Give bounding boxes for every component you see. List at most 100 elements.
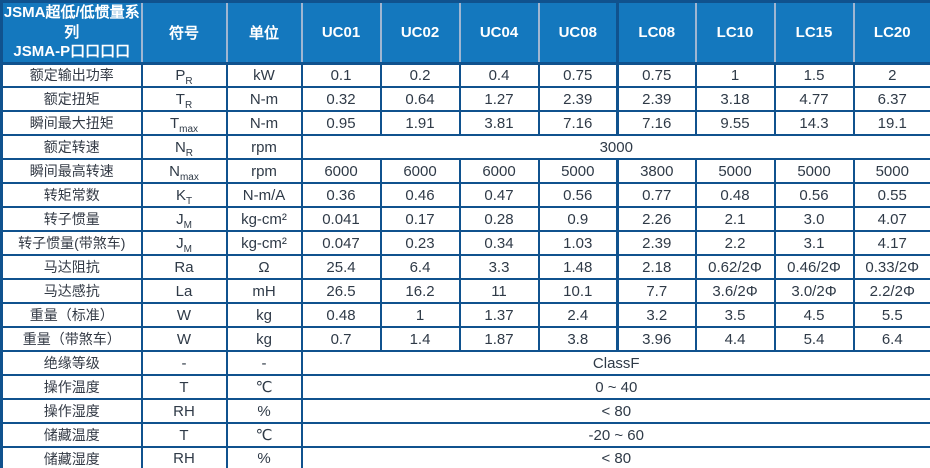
cell-value: 6.4 — [379, 254, 461, 280]
row-label: 额定扭矩 — [0, 86, 143, 112]
cell-value: 4.07 — [852, 206, 930, 232]
cell-value: 0.56 — [537, 182, 619, 208]
row-unit: % — [225, 446, 303, 468]
cell-value: 0.77 — [616, 182, 697, 208]
cell-value: 0.4 — [458, 62, 540, 88]
cell-value: 1.27 — [458, 86, 540, 112]
row-unit: rpm — [225, 134, 303, 160]
row-unit: N-m/A — [225, 182, 303, 208]
row-unit: kg — [225, 326, 303, 352]
cell-value: 0.36 — [300, 182, 382, 208]
row-label: 重量（带煞车） — [0, 326, 143, 352]
row-label: 转矩常数 — [0, 182, 143, 208]
cell-value: 3.18 — [694, 86, 776, 112]
cell-value: 2.39 — [616, 86, 697, 112]
col-header-symbol: 符号 — [140, 1, 227, 65]
cell-value: 1.48 — [537, 254, 619, 280]
cell-value: 1.91 — [379, 110, 461, 136]
row-symbol: RH — [140, 398, 228, 424]
cell-value: 5000 — [537, 158, 619, 184]
cell-value: 0.041 — [300, 206, 382, 232]
cell-value: 0.75 — [537, 62, 619, 88]
cell-value: 7.7 — [616, 278, 697, 304]
cell-value: 0.34 — [458, 230, 540, 256]
row-merged-value: < 80 — [300, 398, 930, 424]
row-merged-value: -20 ~ 60 — [300, 422, 930, 448]
row-unit: ℃ — [225, 374, 303, 400]
cell-value: 6.37 — [852, 86, 930, 112]
table-body: 额定输出功率 PR kW 0.1 0.2 0.4 0.75 0.75 1 1.5 2 额定扭矩 TR N-… — [0, 62, 930, 468]
cell-value: 0.75 — [616, 62, 697, 88]
cell-value: 1.03 — [537, 230, 619, 256]
cell-value: 1.37 — [458, 302, 540, 328]
cell-value: 0.56 — [773, 182, 855, 208]
col-header-unit: 单位 — [225, 1, 302, 65]
table-row: 绝缘等级 - - ClassF — [0, 350, 930, 376]
row-symbol: RH — [140, 446, 228, 468]
row-unit: N-m — [225, 110, 303, 136]
cell-value: 4.4 — [694, 326, 776, 352]
row-symbol: W — [140, 302, 228, 328]
col-header-lc15: LC15 — [773, 1, 854, 65]
cell-value: 0.2 — [379, 62, 461, 88]
cell-value: 0.9 — [537, 206, 619, 232]
cell-value: 0.55 — [852, 182, 930, 208]
row-symbol: T — [140, 422, 228, 448]
table-row: 操作湿度 RH% < 80 — [0, 398, 930, 424]
row-merged-value: ClassF — [300, 350, 930, 376]
cell-value: 0.46/2Φ — [773, 254, 855, 280]
row-symbol: PR — [140, 62, 228, 88]
table-header: JSMA超低/低惯量系列 JSMA-P口口口口 符号 单位 UC01 UC02 UC… — [1, 1, 930, 65]
table-row: 瞬间最大扭矩 Tmax N-m 0.95 1.91 3.81 7.16 7.16 9.55 14.… — [0, 110, 930, 136]
table-row: 马达感抗 La mH 26.5 16.2 11 10.1 7.7 3.6/2Φ 3.0/2Φ 2.2… — [0, 278, 930, 304]
row-unit: kg — [225, 302, 303, 328]
cell-value: 5.5 — [852, 302, 930, 328]
col-header-uc04: UC04 — [458, 1, 539, 65]
row-label: 储藏温度 — [0, 422, 143, 448]
table-row: 额定扭矩 TR N-m 0.32 0.64 1.27 2.39 2.39 3.18 4.77 6.3… — [0, 86, 930, 112]
cell-value: 1.5 — [773, 62, 855, 88]
cell-value: 25.4 — [300, 254, 382, 280]
row-symbol: JM — [140, 230, 228, 256]
cell-value: 2.39 — [537, 86, 619, 112]
cell-value: 1 — [694, 62, 776, 88]
row-symbol: W — [140, 326, 228, 352]
row-label: 额定转速 — [0, 134, 143, 160]
cell-value: 0.7 — [300, 326, 382, 352]
cell-value: 5.4 — [773, 326, 855, 352]
cell-value: 2.1 — [694, 206, 776, 232]
row-symbol: - — [140, 350, 228, 376]
cell-value: 3.8 — [537, 326, 619, 352]
cell-value: 3.81 — [458, 110, 540, 136]
cell-value: 4.77 — [773, 86, 855, 112]
row-symbol: T — [140, 374, 228, 400]
col-header-uc02: UC02 — [379, 1, 460, 65]
cell-value: 2.39 — [616, 230, 697, 256]
cell-value: 3.96 — [616, 326, 697, 352]
row-unit: mH — [225, 278, 303, 304]
row-symbol: TR — [140, 86, 228, 112]
cell-value: 6.4 — [852, 326, 930, 352]
cell-value: 7.16 — [537, 110, 619, 136]
table-row: 转矩常数 KT N-m/A 0.36 0.46 0.47 0.56 0.77 0.48 0.56 0… — [0, 182, 930, 208]
row-label: 瞬间最高转速 — [0, 158, 143, 184]
cell-value: 2 — [852, 62, 930, 88]
table-row: 转子惯量(带煞车) JM kg-cm² 0.047 0.23 0.34 1.03 2.39 2.… — [0, 230, 930, 256]
col-header-uc01: UC01 — [300, 1, 381, 65]
cell-value: 0.48 — [694, 182, 776, 208]
cell-value: 0.1 — [300, 62, 382, 88]
cell-value: 3.1 — [773, 230, 855, 256]
cell-value: 3.2 — [616, 302, 697, 328]
cell-value: 3800 — [616, 158, 697, 184]
series-title-line1: JSMA超低/低惯量系列 — [3, 4, 140, 41]
header-row: JSMA超低/低惯量系列 JSMA-P口口口口 符号 单位 UC01 UC02 UC… — [1, 1, 930, 65]
cell-value: 6000 — [458, 158, 540, 184]
cell-value: 0.17 — [379, 206, 461, 232]
cell-value: 6000 — [379, 158, 461, 184]
cell-value: 0.95 — [300, 110, 382, 136]
cell-value: 0.62/2Φ — [694, 254, 776, 280]
cell-value: 3.0 — [773, 206, 855, 232]
